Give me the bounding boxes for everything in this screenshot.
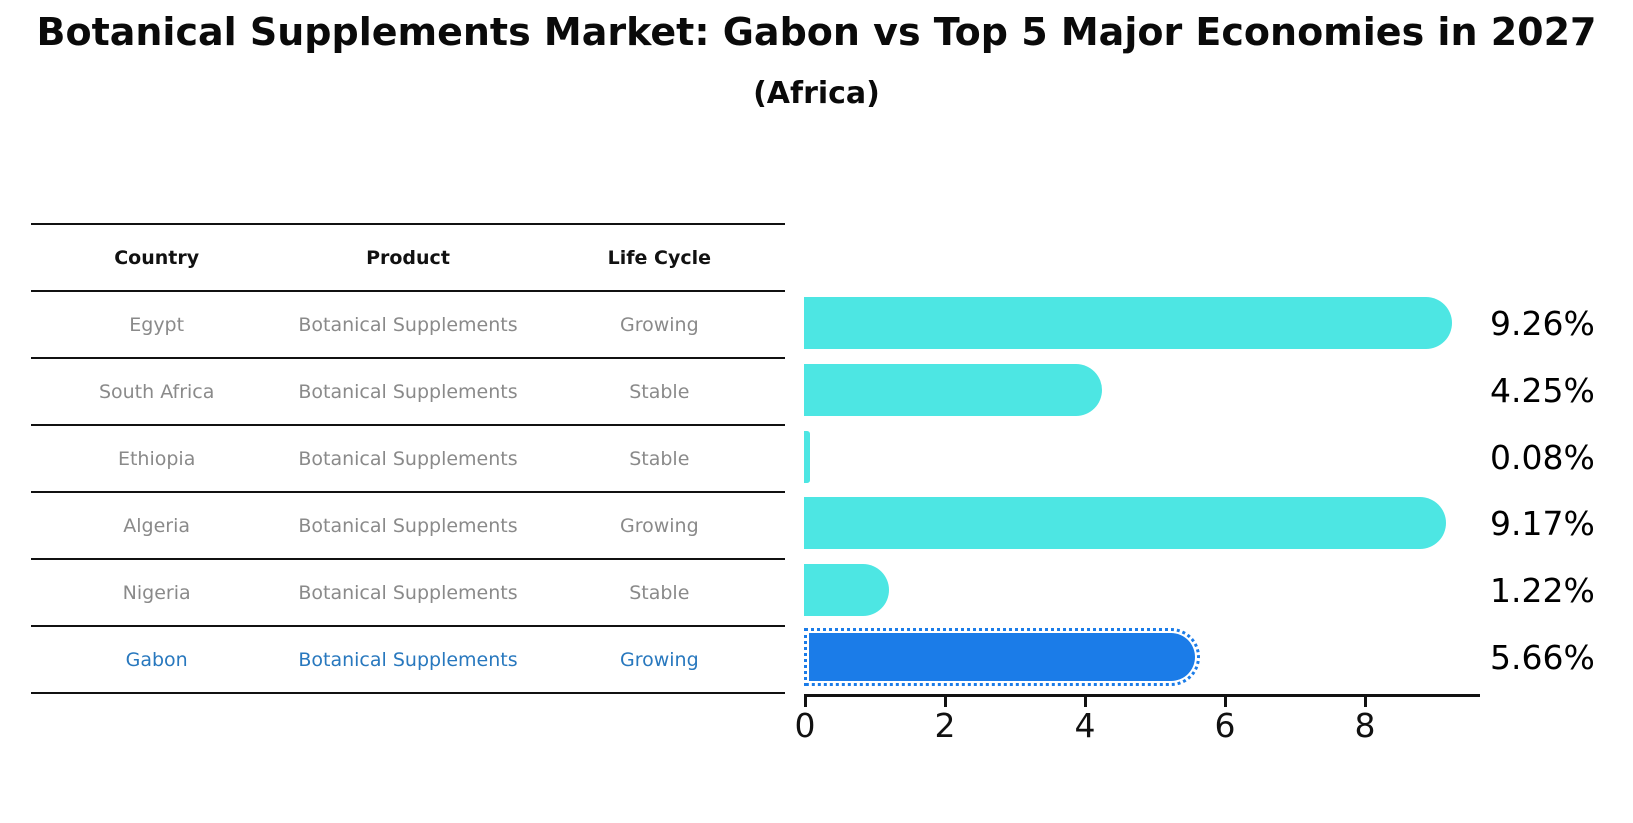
bar-nigeria [804,564,890,617]
table-row-gabon-cell-0: Gabon [125,648,188,671]
value-label-ethiopia: 0.08% [1490,437,1595,477]
bar-slot-south-africa [804,357,1504,424]
x-tick-label-6: 6 [1214,706,1236,745]
table-row-nigeria-cell-2: Stable [629,581,690,604]
bar-egypt [804,297,1453,349]
table-row-ethiopia-cell-2: Stable [629,447,690,470]
table-row-south-africa-cell-0: South Africa [98,380,215,403]
table-row-nigeria-cell-1: Botanical Supplements [298,581,518,604]
table-row-egypt-cell-0: Egypt [129,313,185,336]
table-row-south-africa-cell-1: Botanical Supplements [298,380,518,403]
bar-slot-gabon [804,624,1504,691]
table-row-nigeria: Nigeria Botanical Supplements Stable [31,558,785,625]
bar-ethiopia [804,430,810,483]
bar-chart-area [804,290,1504,691]
bar-slot-ethiopia [804,424,1504,491]
x-tick-6 [1224,697,1227,707]
table-row-egypt-cell-1: Botanical Supplements [298,313,518,336]
x-tick-label-4: 4 [1074,706,1096,745]
bar-south-africa [804,363,1102,416]
table-row-nigeria-cell-0: Nigeria [122,581,191,604]
table-header-row: Country Product Life Cycle [31,223,785,290]
table-row-south-africa-cell-2: Stable [629,380,690,403]
x-tick-label-0: 0 [794,706,816,745]
bar-slot-algeria [804,490,1504,557]
value-label-south-africa: 4.25% [1490,370,1595,410]
x-tick-label-8: 8 [1354,706,1376,745]
table-row-south-africa: South Africa Botanical Supplements Stable [31,357,785,424]
bar-slot-egypt [804,290,1504,357]
value-label-gabon: 5.66% [1490,638,1595,678]
table-row-algeria-cell-0: Algeria [123,514,191,537]
table-row-ethiopia: Ethiopia Botanical Supplements Stable [31,424,785,491]
chart-title: Botanical Supplements Market: Gabon vs T… [36,10,1597,54]
table-row-egypt-cell-2: Growing [619,313,699,336]
highlight-bar-gabon [804,628,1201,687]
table-row-algeria-cell-1: Botanical Supplements [298,514,518,537]
table-row-ethiopia-cell-0: Ethiopia [117,447,196,470]
x-tick-2 [944,697,947,707]
country-info-table: Country Product Life Cycle Egypt Botanical S… [31,223,785,694]
table-header-row-cell-1: Product [366,246,450,269]
table-row-ethiopia-cell-1: Botanical Supplements [298,447,518,470]
table-row-gabon-cell-2: Growing [619,648,699,671]
x-tick-0 [804,697,807,707]
table-row-egypt: Egypt Botanical Supplements Growing [31,290,785,357]
x-axis-line [804,694,1480,697]
value-label-nigeria: 1.22% [1490,571,1595,611]
table-row-algeria-cell-2: Growing [619,514,699,537]
x-tick-4 [1084,697,1087,707]
table-row-gabon-cell-1: Botanical Supplements [298,648,518,671]
bar-slot-nigeria [804,557,1504,624]
table-row-algeria: Algeria Botanical Supplements Growing [31,491,785,558]
bar-value-labels: 9.26% 4.25% 0.08% 9.17% 1.22% 5.66% [1490,290,1630,691]
chart-subtitle: (Africa) [753,76,880,111]
table-header-row-cell-0: Country [114,246,200,269]
value-label-egypt: 9.26% [1490,303,1595,343]
table-row-gabon: Gabon Botanical Supplements Growing [31,625,785,692]
x-tick-label-2: 2 [934,706,956,745]
bar-algeria [804,497,1446,550]
table-header-row-cell-2: Life Cycle [607,246,712,269]
x-tick-8 [1364,697,1367,707]
value-label-algeria: 9.17% [1490,504,1595,544]
